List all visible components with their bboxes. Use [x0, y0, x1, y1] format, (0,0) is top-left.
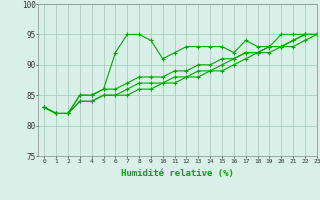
X-axis label: Humidité relative (%): Humidité relative (%) — [121, 169, 234, 178]
